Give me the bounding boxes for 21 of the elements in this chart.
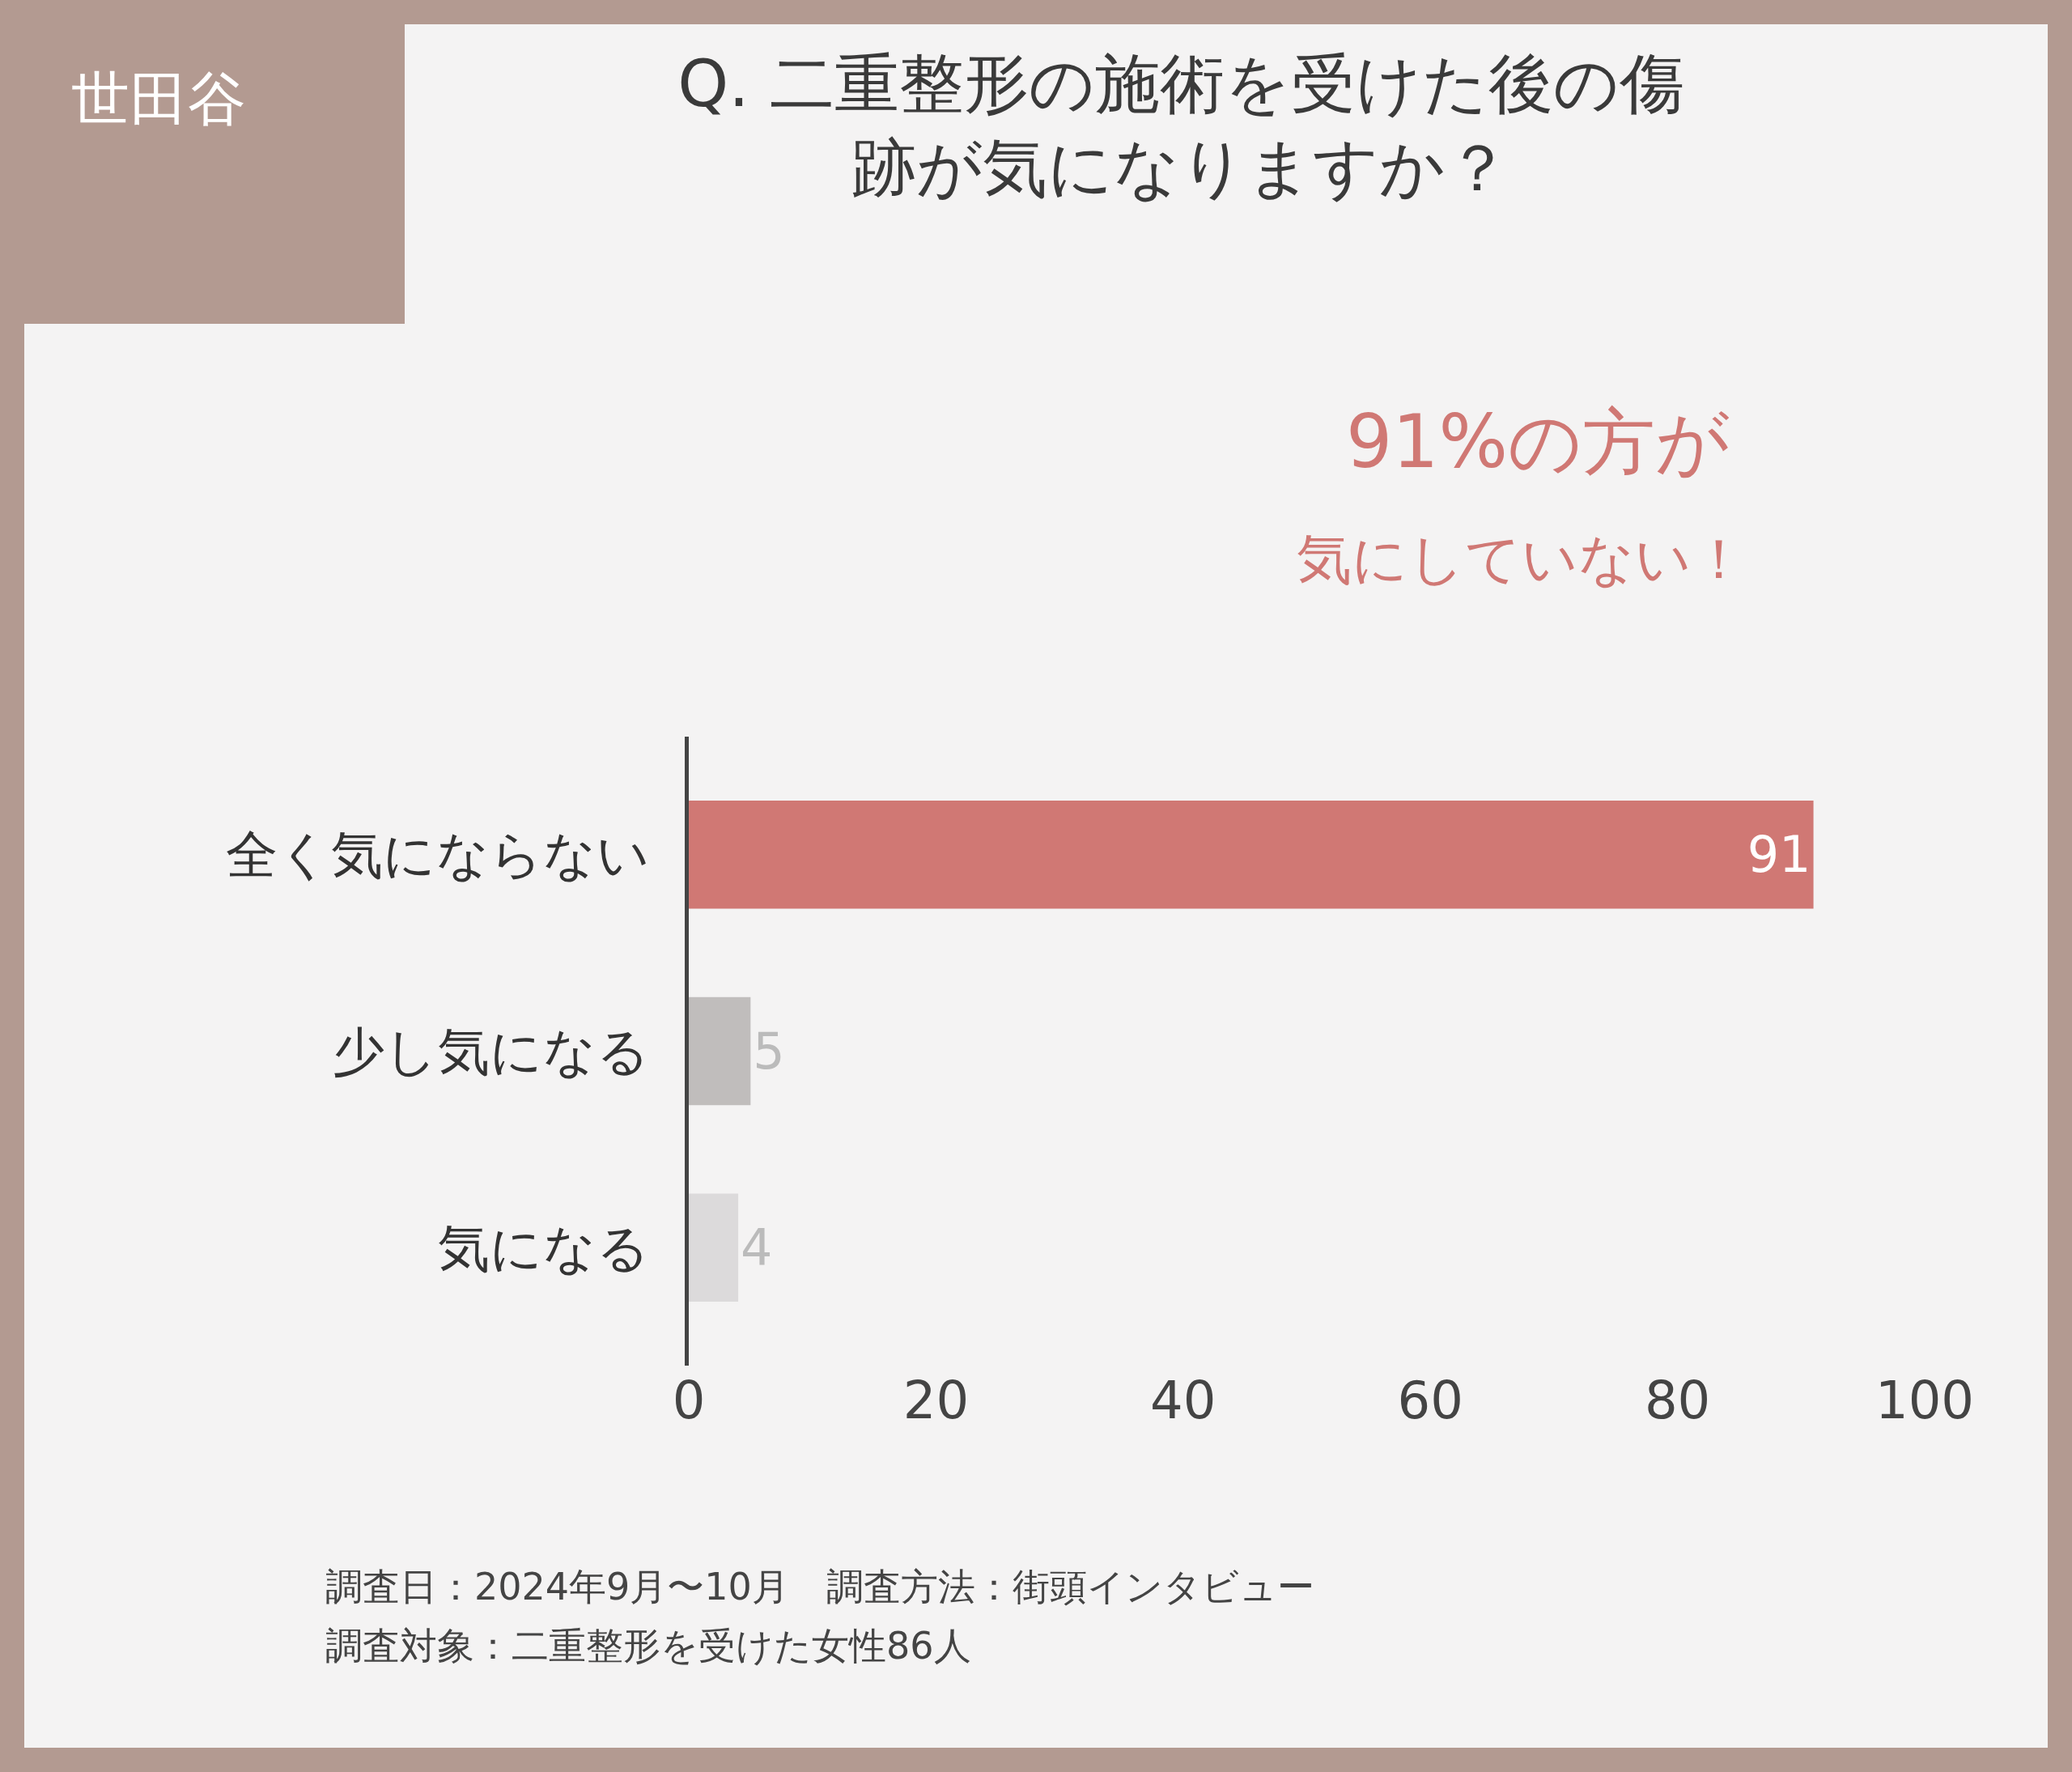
text: 91%の方が	[1346, 399, 1730, 484]
x-tick-label: 40	[1150, 1370, 1216, 1430]
text: 調査日：2024年9月〜10月 調査方法：街頭インタビュー	[325, 1565, 1314, 1608]
data-label: 4	[741, 1217, 773, 1277]
y-tick-label: 少し気になる	[333, 1021, 651, 1081]
text: 世田谷	[71, 65, 246, 133]
chart-title: Q. 二重整形の施術を受けた後の傷跡が気になりますか？	[677, 46, 1685, 206]
data-label: 5	[753, 1022, 785, 1081]
x-tick-label: 60	[1397, 1370, 1463, 1430]
x-tick-label: 100	[1875, 1370, 1975, 1430]
data-label: 91	[1747, 825, 1811, 885]
text: 調査対象：二重整形を受けた女性86人	[325, 1624, 971, 1668]
bar	[689, 1193, 739, 1302]
x-tick-label: 0	[672, 1370, 706, 1430]
bar	[689, 996, 751, 1106]
x-tick-label: 80	[1644, 1370, 1711, 1430]
bar	[689, 800, 1814, 909]
y-tick-label: 気になる	[438, 1217, 651, 1278]
y-tick-label: 全く気にならない	[226, 825, 651, 886]
x-tick-label: 20	[902, 1370, 970, 1430]
text: 気にしていない！	[1297, 527, 1747, 591]
